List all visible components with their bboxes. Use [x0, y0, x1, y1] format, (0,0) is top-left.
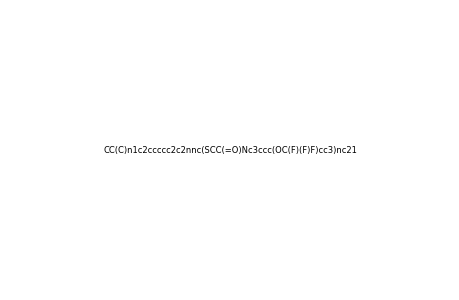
Text: CC(C)n1c2ccccc2c2nnc(SCC(=O)Nc3ccc(OC(F)(F)F)cc3)nc21: CC(C)n1c2ccccc2c2nnc(SCC(=O)Nc3ccc(OC(F)… — [103, 146, 356, 154]
